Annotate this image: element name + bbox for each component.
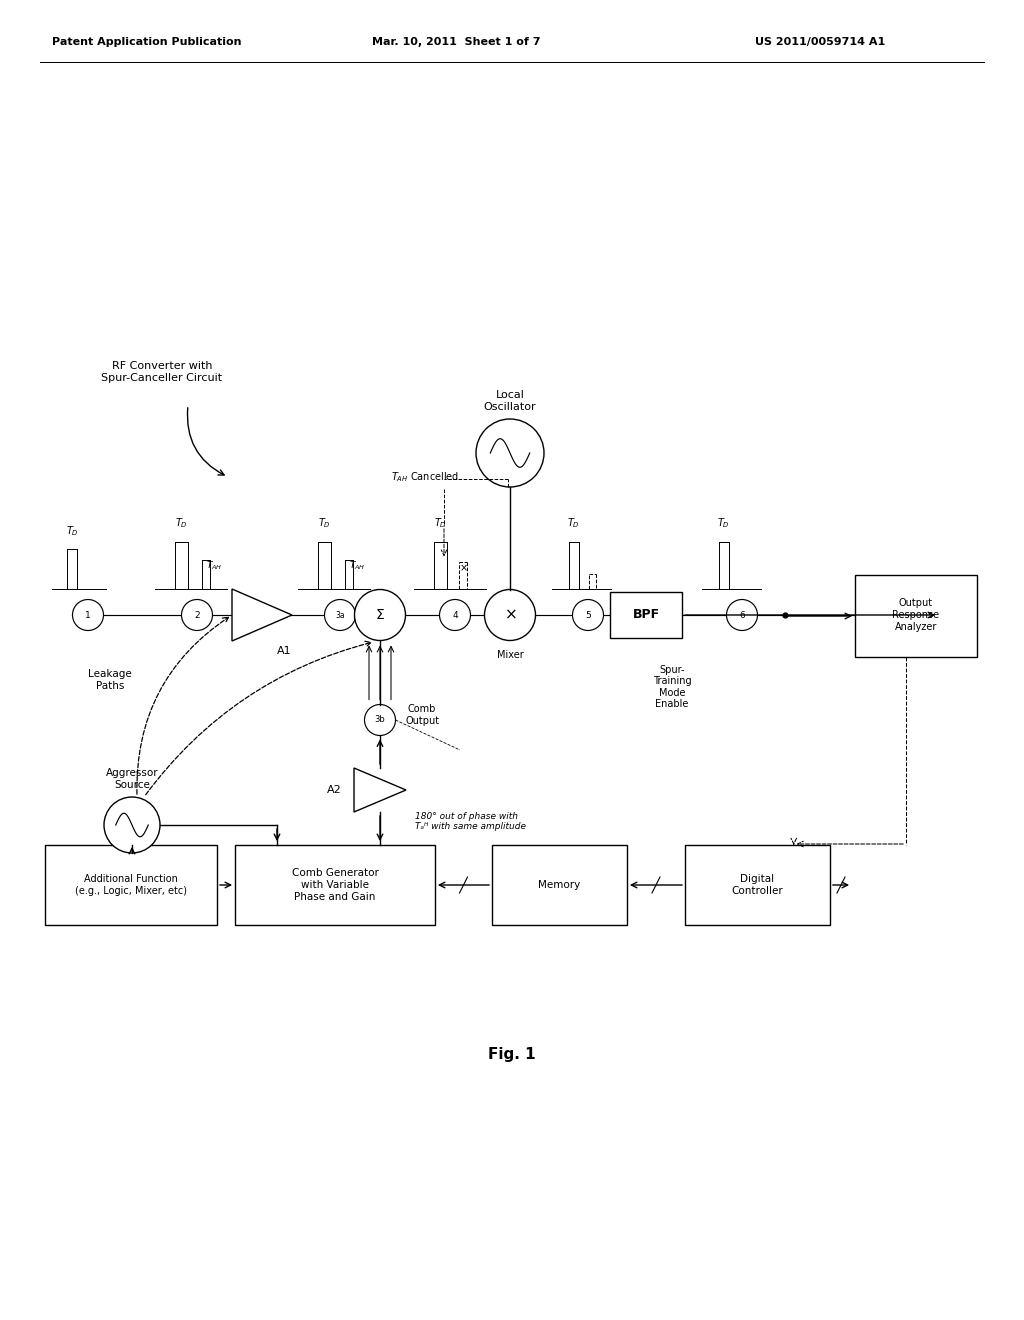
Text: Aggressor
Source: Aggressor Source <box>105 768 159 789</box>
Text: $T_D$: $T_D$ <box>66 524 79 539</box>
Circle shape <box>439 599 470 631</box>
Text: 3a: 3a <box>335 610 345 619</box>
Text: $T_{AH}$: $T_{AH}$ <box>349 560 366 572</box>
Text: A1: A1 <box>276 645 291 656</box>
Text: Spur-
Training
Mode
Enable: Spur- Training Mode Enable <box>652 664 691 709</box>
Text: BPF: BPF <box>633 609 659 622</box>
Bar <box>45 845 217 925</box>
Text: Mar. 10, 2011  Sheet 1 of 7: Mar. 10, 2011 Sheet 1 of 7 <box>372 37 541 48</box>
Text: $T_{AH}$ Cancelled: $T_{AH}$ Cancelled <box>391 470 459 484</box>
Text: 5: 5 <box>585 610 591 619</box>
Bar <box>234 845 435 925</box>
Text: 2: 2 <box>195 610 200 619</box>
Text: RF Converter with
Spur-Canceller Circuit: RF Converter with Spur-Canceller Circuit <box>101 362 222 383</box>
Text: $T_D$: $T_D$ <box>718 516 730 531</box>
Text: US 2011/0059714 A1: US 2011/0059714 A1 <box>755 37 886 48</box>
Text: 3b: 3b <box>375 715 385 725</box>
Circle shape <box>726 599 758 631</box>
Circle shape <box>325 599 355 631</box>
Bar <box>610 591 682 638</box>
Text: Output
Response
Analyzer: Output Response Analyzer <box>893 598 940 631</box>
Text: 6: 6 <box>739 610 744 619</box>
Bar <box>855 576 977 657</box>
Polygon shape <box>354 768 406 812</box>
Polygon shape <box>232 589 292 642</box>
Text: Mixer: Mixer <box>497 651 523 660</box>
Text: $T_{AH}$: $T_{AH}$ <box>206 560 222 572</box>
Text: $\Sigma$: $\Sigma$ <box>375 609 385 622</box>
Circle shape <box>73 599 103 631</box>
Text: 1: 1 <box>85 610 91 619</box>
Text: $T_D$: $T_D$ <box>318 516 331 531</box>
Bar <box>685 845 830 925</box>
Text: Additional Function
(e.g., Logic, Mixer, etc): Additional Function (e.g., Logic, Mixer,… <box>75 874 187 896</box>
Text: Digital
Controller: Digital Controller <box>731 874 783 896</box>
Circle shape <box>476 418 544 487</box>
Text: $\times$: $\times$ <box>459 562 467 573</box>
Circle shape <box>365 705 395 735</box>
Circle shape <box>104 797 160 853</box>
Bar <box>492 845 627 925</box>
Text: $T_D$: $T_D$ <box>434 516 447 531</box>
Text: 180° out of phase with
Tₐᴴ with same amplitude: 180° out of phase with Tₐᴴ with same amp… <box>415 812 526 832</box>
Text: Comb Generator
with Variable
Phase and Gain: Comb Generator with Variable Phase and G… <box>292 869 379 902</box>
Text: Leakage
Paths: Leakage Paths <box>88 669 132 690</box>
Text: $T_D$: $T_D$ <box>567 516 581 531</box>
Text: Local
Oscillator: Local Oscillator <box>483 391 537 412</box>
Circle shape <box>354 590 406 640</box>
Circle shape <box>181 599 213 631</box>
Text: Patent Application Publication: Patent Application Publication <box>52 37 242 48</box>
Text: Fig. 1: Fig. 1 <box>488 1048 536 1063</box>
Text: $\times$: $\times$ <box>504 606 516 622</box>
Circle shape <box>484 590 536 640</box>
Circle shape <box>572 599 603 631</box>
Text: Comb
Output: Comb Output <box>406 704 439 726</box>
Text: 4: 4 <box>453 610 458 619</box>
Text: A2: A2 <box>328 785 342 795</box>
Text: Memory: Memory <box>539 880 581 890</box>
Text: $T_D$: $T_D$ <box>175 516 188 531</box>
